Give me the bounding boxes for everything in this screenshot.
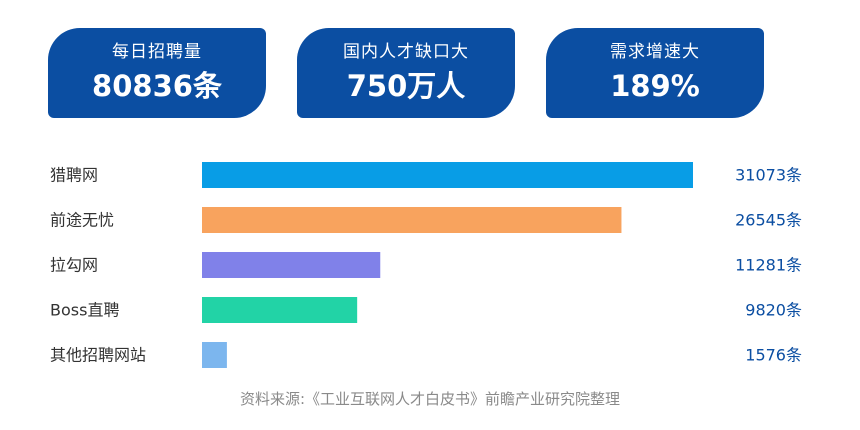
stat-label: 国内人才缺口大 (343, 42, 469, 62)
category-label: Boss直聘 (50, 301, 119, 320)
bar (202, 252, 381, 278)
category-label: 前途无忧 (50, 211, 114, 230)
stat-label: 每日招聘量 (112, 42, 202, 62)
bar (202, 162, 693, 188)
bar (202, 342, 227, 368)
bar (202, 207, 622, 233)
value-label: 1576条 (745, 346, 802, 365)
stat-card-demand-growth: 需求增速大 189% (546, 28, 764, 118)
value-label: 11281条 (735, 256, 802, 275)
bar (202, 297, 358, 323)
category-label: 拉勾网 (50, 256, 98, 275)
category-label: 其他招聘网站 (50, 346, 146, 365)
stat-card-talent-gap: 国内人才缺口大 750万人 (297, 28, 515, 118)
stat-value: 189% (610, 69, 700, 103)
stat-value: 750万人 (346, 69, 466, 103)
value-label: 31073条 (735, 166, 802, 185)
category-label: 猎聘网 (50, 166, 98, 185)
value-label: 9820条 (745, 301, 802, 320)
stat-label: 需求增速大 (610, 42, 700, 62)
source-note: 资料来源:《工业互联网人才白皮书》前瞻产业研究院整理 (239, 390, 621, 408)
value-label: 26545条 (735, 211, 802, 230)
stat-card-daily-recruitment: 每日招聘量 80836条 (48, 28, 266, 118)
stat-value: 80836条 (92, 69, 222, 103)
